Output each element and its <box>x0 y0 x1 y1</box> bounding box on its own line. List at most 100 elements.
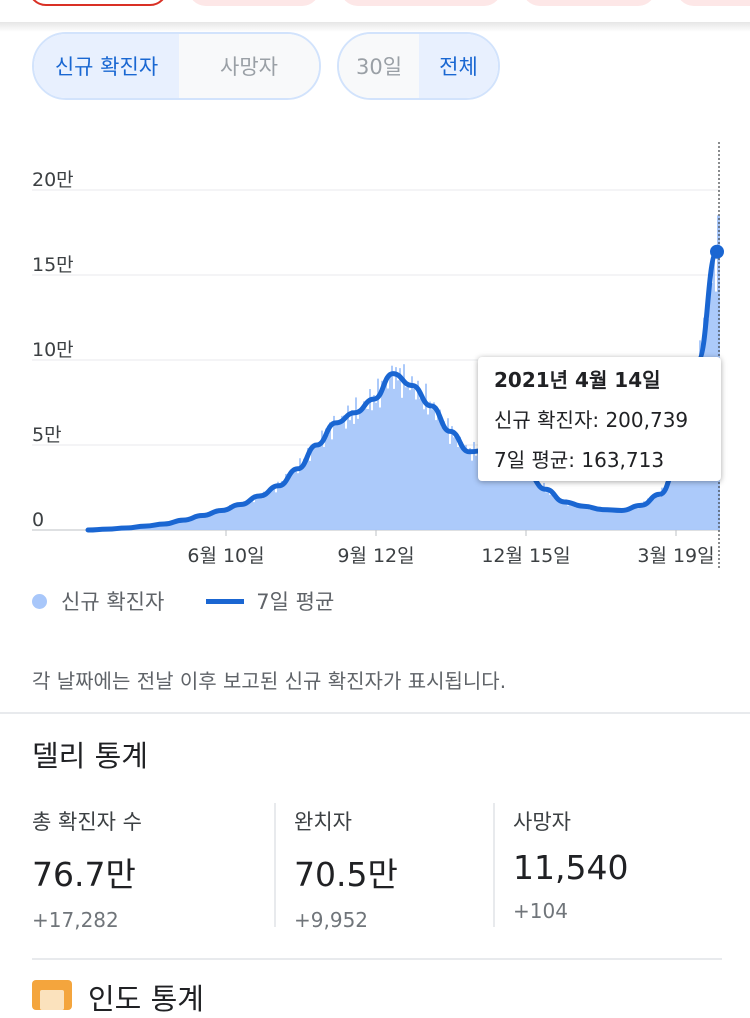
case-bar <box>189 517 191 530</box>
case-bar <box>577 503 579 530</box>
legend-avg-swatch <box>206 598 245 604</box>
case-bar <box>497 463 499 530</box>
case-bar <box>481 443 483 530</box>
case-bar <box>461 442 463 530</box>
case-bar <box>523 472 525 530</box>
case-bar <box>245 502 247 530</box>
case-bar <box>167 522 169 530</box>
case-bar <box>393 388 395 530</box>
case-bar <box>179 521 181 530</box>
case-bar <box>569 501 571 530</box>
case-bar <box>301 468 303 530</box>
case-bar <box>623 511 625 530</box>
range-30days-button[interactable]: 30일 <box>339 34 419 98</box>
legend-avg-label: 7일 평균 <box>256 590 335 614</box>
case-bar <box>563 502 565 530</box>
stat-separator <box>493 803 495 927</box>
case-bar <box>235 507 237 530</box>
case-bar <box>307 448 309 530</box>
case-bar <box>677 459 679 530</box>
case-bar <box>489 452 491 530</box>
case-bar <box>613 508 615 530</box>
case-bar <box>277 481 279 530</box>
case-bar <box>587 505 589 530</box>
range-all-button[interactable]: 전체 <box>419 34 498 98</box>
case-bar <box>617 509 619 530</box>
case-bar <box>639 504 641 530</box>
top-chip[interactable] <box>340 0 502 6</box>
case-bar <box>557 496 559 530</box>
case-bar <box>627 508 629 530</box>
case-bar <box>649 500 651 530</box>
y-tick-label: 5만 <box>32 424 62 446</box>
case-bar <box>187 519 189 530</box>
case-bar <box>503 452 505 530</box>
case-bar <box>565 499 567 530</box>
case-bar <box>217 511 219 530</box>
case-bar <box>561 500 563 530</box>
case-bar <box>647 498 649 530</box>
case-bar <box>681 447 683 530</box>
daily-stats-title: 델리 통계 <box>32 739 148 773</box>
case-bar <box>287 479 289 530</box>
tooltip-new-cases: 신규 확진자: 200,739 <box>494 408 689 432</box>
case-bar <box>605 509 607 530</box>
case-bar <box>579 505 581 530</box>
case-bar <box>379 407 381 530</box>
case-bar <box>539 483 541 530</box>
case-bar <box>511 465 513 530</box>
case-bar <box>199 515 201 530</box>
calendar-icon <box>32 980 72 1010</box>
case-bar <box>473 441 475 530</box>
top-chip[interactable] <box>188 0 320 6</box>
case-bar <box>213 513 215 530</box>
case-bar <box>673 469 675 530</box>
case-bar <box>315 446 317 530</box>
case-bar <box>413 388 415 530</box>
case-bar <box>173 521 175 530</box>
top-chip-active[interactable] <box>28 0 168 6</box>
case-bar <box>181 519 183 530</box>
case-bar <box>241 504 243 530</box>
case-bar <box>327 434 329 530</box>
stat-recovered: 완치자 70.5만 +9,952 <box>294 806 398 932</box>
case-bar <box>395 367 397 530</box>
case-bar <box>417 380 419 530</box>
case-bar <box>487 445 489 530</box>
stat-deaths: 사망자 11,540 +104 <box>513 806 628 923</box>
cases-chart[interactable]: 20만 15만 10만 5만 0 6월 10일 9월 12일 12월 15일 3월 19일 <box>0 120 750 570</box>
metric-deaths-button[interactable]: 사망자 <box>179 34 319 98</box>
case-bar <box>527 479 529 530</box>
stat-total-cases: 총 확진자 수 76.7만 +17,282 <box>32 806 142 932</box>
case-bar <box>633 507 635 530</box>
y-tick-label: 15만 <box>32 254 74 276</box>
case-bar <box>663 488 665 530</box>
top-chip[interactable] <box>676 0 750 6</box>
case-bar <box>405 387 407 530</box>
range-toggle: 30일 전체 <box>337 32 500 100</box>
case-bar <box>575 507 577 530</box>
case-bar <box>169 523 171 530</box>
case-bar <box>453 437 455 530</box>
case-bar <box>261 498 263 530</box>
case-bar <box>595 507 597 530</box>
x-tick-label: 3월 19일 <box>637 545 714 567</box>
case-bar <box>573 501 575 530</box>
chart-legend: 신규 확진자 7일 평균 <box>32 586 334 616</box>
case-bar <box>459 436 461 530</box>
case-bar <box>475 455 477 530</box>
case-bar <box>325 428 327 530</box>
case-bar <box>549 494 551 530</box>
case-bar <box>415 399 417 530</box>
case-bar <box>291 472 293 530</box>
metric-new-cases-button[interactable]: 신규 확진자 <box>34 34 179 98</box>
case-bar <box>547 489 549 530</box>
case-bar <box>193 517 195 530</box>
case-bar <box>219 512 221 530</box>
case-bar <box>447 418 449 530</box>
top-chip[interactable] <box>522 0 656 6</box>
header-shadow <box>0 22 750 32</box>
case-bar <box>437 415 439 530</box>
case-bar <box>165 523 167 530</box>
case-bar <box>269 490 271 530</box>
